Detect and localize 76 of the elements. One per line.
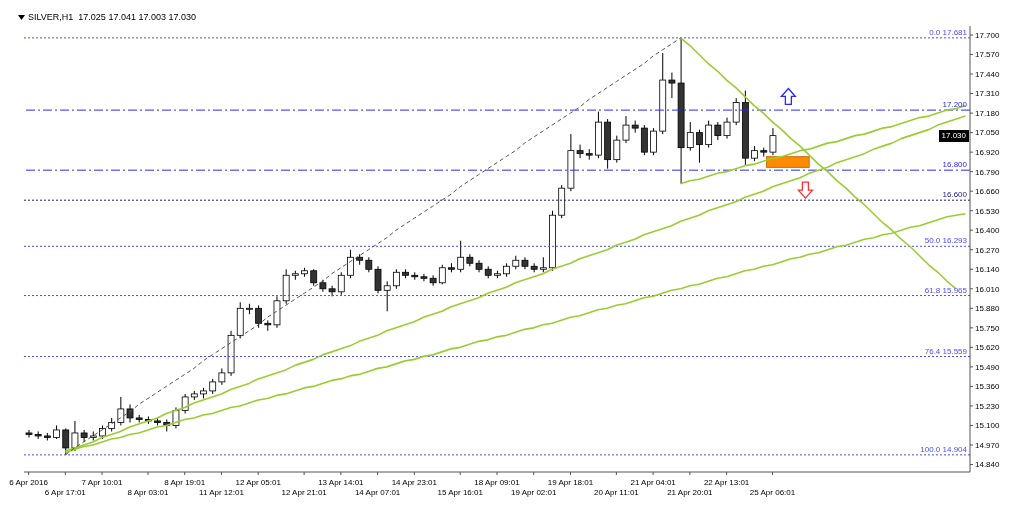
candlestick <box>650 127 657 156</box>
x-tick-label: 21 Apr 20:01 <box>667 488 714 497</box>
x-tick-label: 19 Apr 02:01 <box>511 488 557 497</box>
y-tick-label: 15.230 <box>975 401 1001 411</box>
candlestick <box>62 427 70 456</box>
y-tick-label: 17.050 <box>975 128 1001 138</box>
x-tick-label: 6 Apr 17:01 <box>44 488 87 497</box>
candlestick <box>126 403 134 423</box>
ref-line-label: 0.0 17.681 <box>929 27 968 37</box>
candlestick <box>696 129 703 164</box>
x-tick-label: 8 Apr 19:01 <box>164 478 206 487</box>
candlestick <box>622 115 630 144</box>
ref-line-label: 17.200 <box>942 100 968 110</box>
candlestick <box>613 135 621 164</box>
line-series <box>64 37 682 456</box>
x-tick-label: 15 Apr 16:01 <box>437 488 484 497</box>
x-tick-label: 18 Apr 09:01 <box>474 478 521 487</box>
y-tick-label: 16.400 <box>975 226 1001 236</box>
y-tick-label: 14.970 <box>975 440 1001 450</box>
y-tick-label: 15.880 <box>975 304 1001 314</box>
x-tick-label: 20 Apr 11:01 <box>594 488 640 497</box>
y-tick-label: 15.490 <box>975 362 1001 372</box>
candlestick <box>714 121 722 141</box>
candlestick <box>117 396 125 426</box>
ref-line-label: 16.800 <box>942 160 968 170</box>
y-tick-label: 15.100 <box>975 421 1001 431</box>
candlestick <box>457 240 465 273</box>
candlestick <box>732 97 740 126</box>
y-tick-label: 17.440 <box>975 69 1001 79</box>
candlestick <box>723 117 731 140</box>
ref-line-label: 76.4 15.559 <box>924 346 968 356</box>
candlestick <box>347 249 354 279</box>
y-tick-label: 16.660 <box>975 187 1001 197</box>
candlestick <box>25 429 33 438</box>
y-tick-label: 16.270 <box>975 245 1001 255</box>
x-tick-label: 6 Apr 2016 <box>9 478 49 487</box>
x-tick-label: 7 Apr 10:01 <box>81 478 124 487</box>
y-tick-label: 14.840 <box>975 460 1001 470</box>
x-tick-label: 21 Apr 04:01 <box>630 478 677 487</box>
x-tick-label: 8 Apr 03:01 <box>127 488 169 497</box>
x-tick-label: 11 Apr 12:01 <box>199 488 245 497</box>
candlestick <box>392 268 400 290</box>
ref-line-label: 61.8 15.965 <box>924 285 968 295</box>
x-tick-label: 25 Apr 06:01 <box>749 488 796 497</box>
ref-line-label: 16.600 <box>942 190 968 200</box>
y-tick-label: 17.310 <box>975 89 1001 99</box>
candlestick <box>383 280 391 312</box>
candlestick <box>374 265 382 294</box>
y-tick-label: 15.620 <box>975 343 1001 353</box>
chart-title: SILVER,H1 17.025 17.041 17.003 17.030 <box>28 12 196 22</box>
ref-line-label: 50.0 16.293 <box>924 236 968 246</box>
candlestick <box>438 264 446 285</box>
annotation: 17.030 <box>938 129 969 142</box>
x-tick-label: 12 Apr 05:01 <box>235 478 282 487</box>
x-tick-label: 14 Apr 23:01 <box>391 478 438 487</box>
candlestick <box>769 127 777 156</box>
y-tick-label: 16.530 <box>975 206 1001 216</box>
candlestick <box>337 271 345 296</box>
y-tick-label: 17.700 <box>975 30 1001 40</box>
candlestick <box>686 121 694 152</box>
ref-line-label: 100.0 14.904 <box>920 444 968 454</box>
y-tick-label: 16.010 <box>975 284 1001 294</box>
y-tick-label: 15.360 <box>975 382 1001 392</box>
y-tick-label: 15.750 <box>975 323 1001 333</box>
x-tick-label: 12 Apr 21:01 <box>281 488 328 497</box>
y-tick-label: 17.180 <box>975 108 1001 118</box>
x-tick-label: 22 Apr 13:01 <box>703 478 750 487</box>
x-tick-label: 13 Apr 14:01 <box>318 478 365 487</box>
y-tick-label: 16.790 <box>975 167 1001 177</box>
x-tick-label: 19 Apr 18:01 <box>547 478 594 487</box>
x-tick-label: 14 Apr 07:01 <box>354 488 401 497</box>
candlestick <box>705 120 713 149</box>
y-tick-label: 17.570 <box>975 50 1001 60</box>
y-tick-label: 16.140 <box>975 265 1001 275</box>
candlestick <box>255 304 263 329</box>
y-tick-label: 16.920 <box>975 147 1001 157</box>
